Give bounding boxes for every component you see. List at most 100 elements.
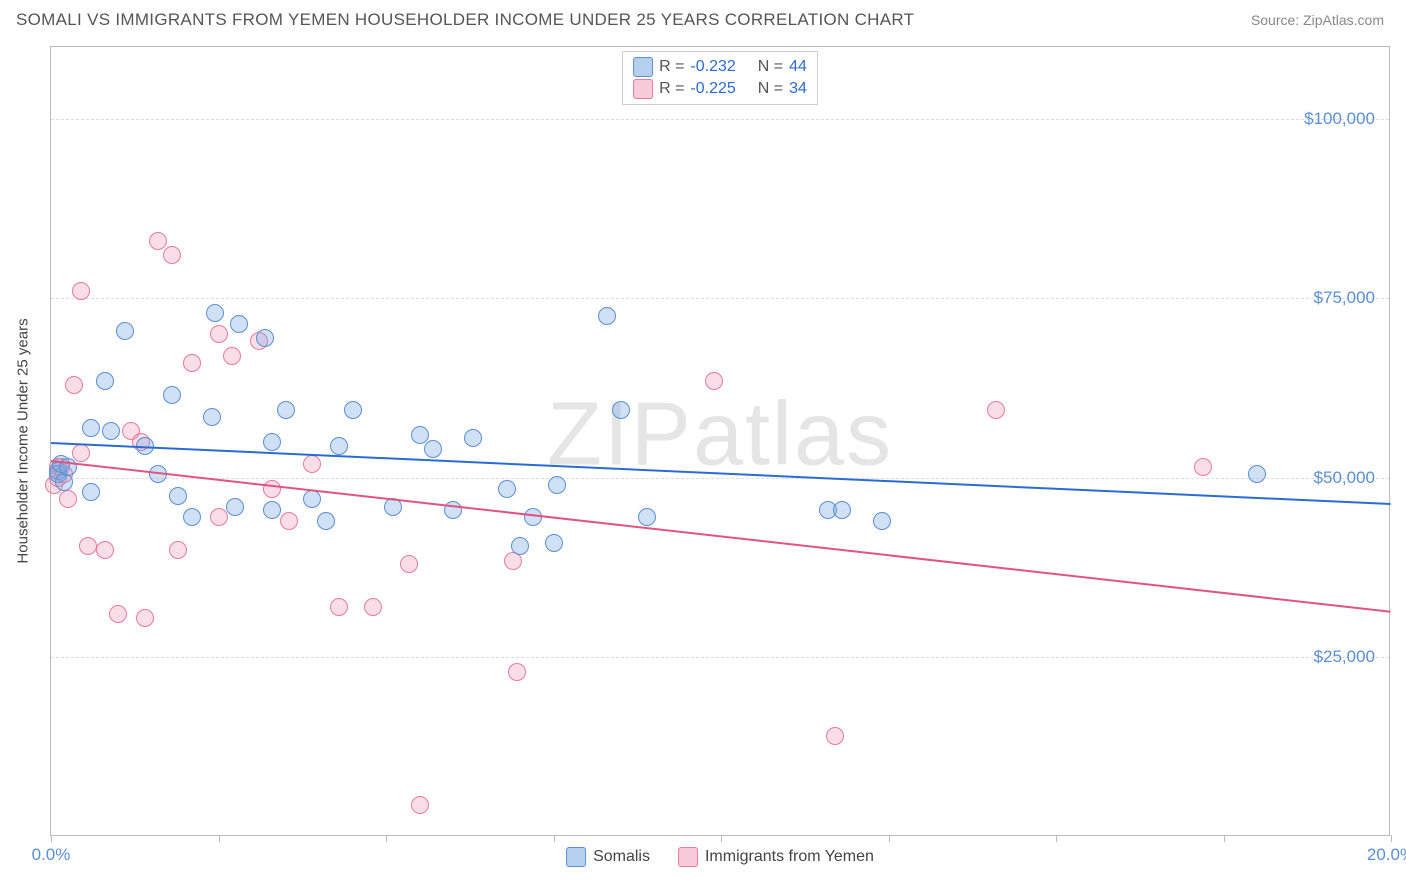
series-legend: Somalis Immigrants from Yemen bbox=[566, 847, 874, 867]
data-point bbox=[72, 444, 90, 462]
data-point bbox=[511, 537, 529, 555]
data-point bbox=[203, 408, 221, 426]
correlation-legend: R = -0.232 N = 44 R = -0.225 N = 34 bbox=[622, 51, 818, 105]
data-point bbox=[96, 372, 114, 390]
legend-swatch bbox=[633, 79, 653, 99]
data-point bbox=[96, 541, 114, 559]
data-point bbox=[163, 386, 181, 404]
source-attribution: Source: ZipAtlas.com bbox=[1251, 12, 1384, 28]
y-axis-label: Householder Income Under 25 years bbox=[15, 318, 32, 563]
y-tick-label: $75,000 bbox=[1314, 288, 1375, 308]
data-point bbox=[226, 498, 244, 516]
x-tick bbox=[51, 835, 52, 842]
x-tick-label: 0.0% bbox=[32, 845, 71, 865]
x-tick bbox=[219, 835, 220, 842]
chart-title: SOMALI VS IMMIGRANTS FROM YEMEN HOUSEHOL… bbox=[16, 10, 914, 30]
data-point bbox=[210, 325, 228, 343]
r-label: R = bbox=[659, 80, 684, 98]
legend-label: Somalis bbox=[593, 848, 650, 866]
r-value: -0.232 bbox=[690, 58, 735, 76]
data-point bbox=[330, 598, 348, 616]
data-point bbox=[833, 501, 851, 519]
n-label: N = bbox=[758, 58, 783, 76]
x-tick bbox=[889, 835, 890, 842]
x-tick bbox=[1056, 835, 1057, 842]
data-point bbox=[183, 354, 201, 372]
data-point bbox=[303, 455, 321, 473]
data-point bbox=[280, 512, 298, 530]
data-point bbox=[524, 508, 542, 526]
grid-line bbox=[51, 119, 1389, 120]
data-point bbox=[263, 480, 281, 498]
chart-plot-area: Householder Income Under 25 years ZIPatl… bbox=[50, 46, 1390, 836]
scatter-plot-svg bbox=[51, 47, 1389, 835]
r-value: -0.225 bbox=[690, 80, 735, 98]
grid-line bbox=[51, 298, 1389, 299]
data-point bbox=[598, 307, 616, 325]
data-point bbox=[330, 437, 348, 455]
data-point bbox=[277, 401, 295, 419]
x-tick bbox=[1391, 835, 1392, 842]
data-point bbox=[263, 501, 281, 519]
x-tick bbox=[721, 835, 722, 842]
data-point bbox=[411, 426, 429, 444]
r-label: R = bbox=[659, 58, 684, 76]
n-value: 34 bbox=[789, 80, 807, 98]
grid-line bbox=[51, 478, 1389, 479]
data-point bbox=[705, 372, 723, 390]
data-point bbox=[987, 401, 1005, 419]
legend-item: Immigrants from Yemen bbox=[678, 847, 874, 867]
y-tick-label: $100,000 bbox=[1304, 109, 1375, 129]
data-point bbox=[163, 246, 181, 264]
data-point bbox=[826, 727, 844, 745]
x-tick-label: 20.0% bbox=[1367, 845, 1406, 865]
data-point bbox=[508, 663, 526, 681]
legend-swatch bbox=[566, 847, 586, 867]
data-point bbox=[411, 796, 429, 814]
data-point bbox=[464, 429, 482, 447]
data-point bbox=[72, 282, 90, 300]
data-point bbox=[612, 401, 630, 419]
data-point bbox=[169, 541, 187, 559]
data-point bbox=[317, 512, 335, 530]
data-point bbox=[116, 322, 134, 340]
data-point bbox=[1248, 465, 1266, 483]
data-point bbox=[65, 376, 83, 394]
data-point bbox=[424, 440, 442, 458]
data-point bbox=[82, 419, 100, 437]
data-point bbox=[548, 476, 566, 494]
data-point bbox=[79, 537, 97, 555]
grid-line bbox=[51, 657, 1389, 658]
n-value: 44 bbox=[789, 58, 807, 76]
legend-swatch bbox=[678, 847, 698, 867]
legend-swatch bbox=[633, 57, 653, 77]
legend-row: R = -0.232 N = 44 bbox=[633, 56, 807, 78]
data-point bbox=[149, 232, 167, 250]
legend-item: Somalis bbox=[566, 847, 650, 867]
legend-row: R = -0.225 N = 34 bbox=[633, 78, 807, 100]
data-point bbox=[256, 329, 274, 347]
y-tick-label: $50,000 bbox=[1314, 468, 1375, 488]
data-point bbox=[303, 490, 321, 508]
data-point bbox=[344, 401, 362, 419]
data-point bbox=[210, 508, 228, 526]
data-point bbox=[59, 490, 77, 508]
data-point bbox=[223, 347, 241, 365]
data-point bbox=[873, 512, 891, 530]
y-tick-label: $25,000 bbox=[1314, 647, 1375, 667]
data-point bbox=[109, 605, 127, 623]
data-point bbox=[82, 483, 100, 501]
legend-label: Immigrants from Yemen bbox=[705, 848, 874, 866]
data-point bbox=[183, 508, 201, 526]
data-point bbox=[102, 422, 120, 440]
data-point bbox=[1194, 458, 1212, 476]
data-point bbox=[638, 508, 656, 526]
data-point bbox=[263, 433, 281, 451]
n-label: N = bbox=[758, 80, 783, 98]
data-point bbox=[400, 555, 418, 573]
x-tick bbox=[386, 835, 387, 842]
data-point bbox=[206, 304, 224, 322]
data-point bbox=[498, 480, 516, 498]
data-point bbox=[545, 534, 563, 552]
data-point bbox=[230, 315, 248, 333]
